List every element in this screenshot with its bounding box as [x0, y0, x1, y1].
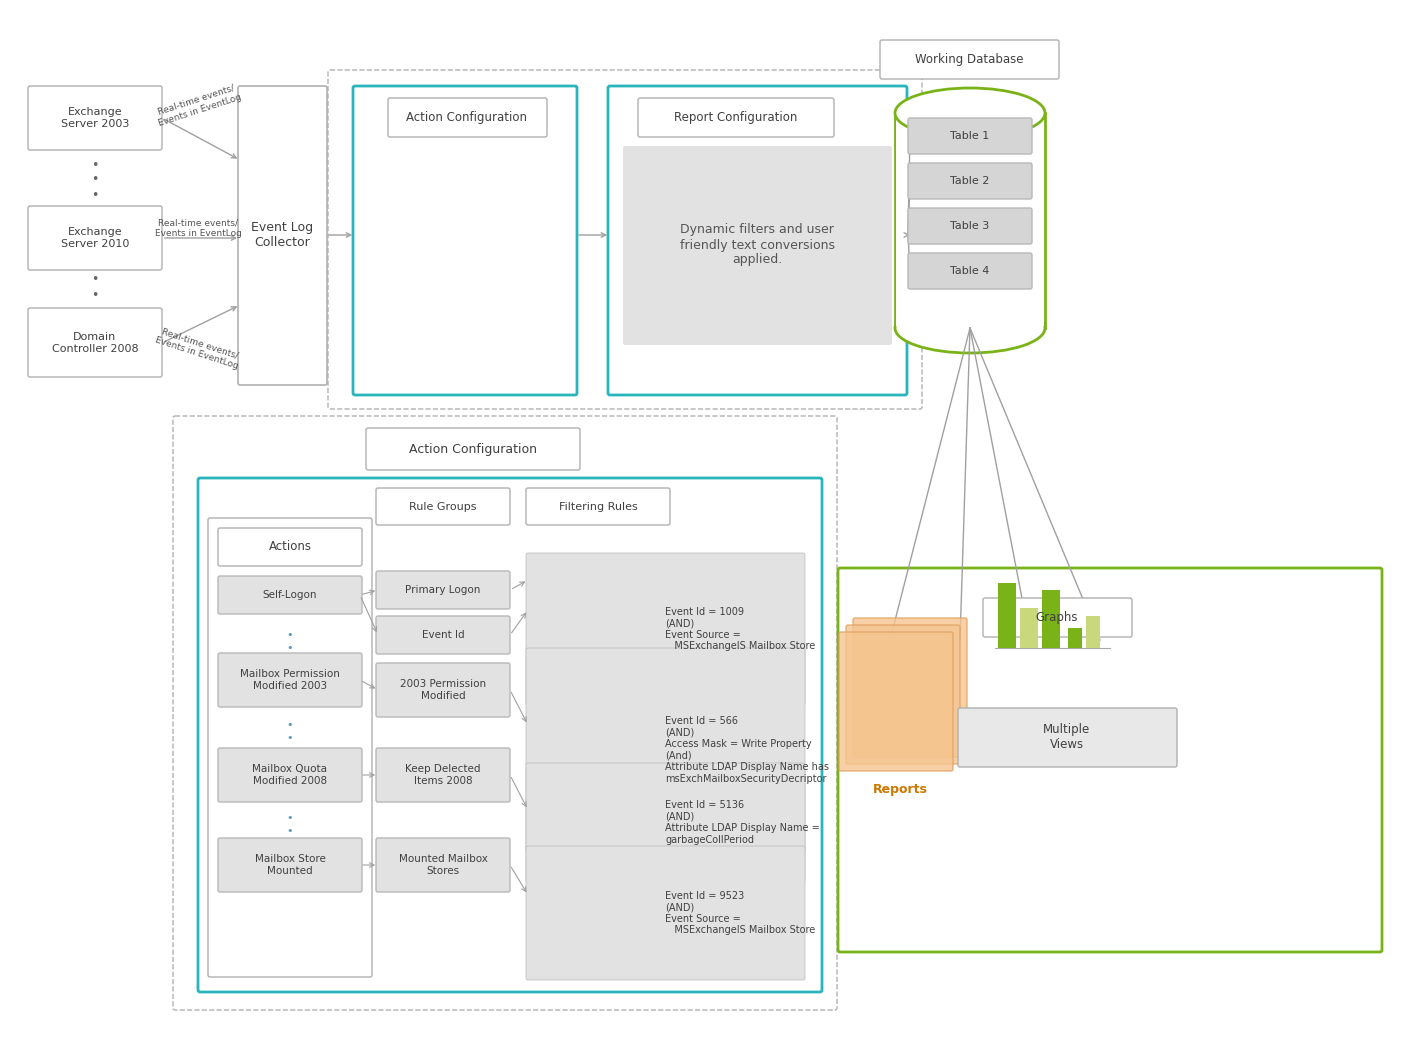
Text: Mailbox Quota
Modified 2008: Mailbox Quota Modified 2008	[252, 764, 327, 786]
FancyBboxPatch shape	[388, 98, 547, 137]
FancyBboxPatch shape	[376, 838, 510, 892]
Text: •: •	[286, 826, 293, 836]
Text: Multiple
Views: Multiple Views	[1043, 723, 1090, 751]
Bar	[1086, 616, 1100, 648]
Text: 2003 Permission
Modified: 2003 Permission Modified	[400, 679, 486, 701]
Text: Mailbox Permission
Modified 2003: Mailbox Permission Modified 2003	[240, 669, 340, 691]
Text: •: •	[286, 733, 293, 743]
FancyBboxPatch shape	[526, 648, 805, 852]
FancyBboxPatch shape	[367, 428, 580, 470]
Text: •: •	[92, 273, 99, 287]
Text: •: •	[286, 813, 293, 823]
FancyBboxPatch shape	[880, 40, 1059, 79]
Text: Real-time events/
Events in EventLog: Real-time events/ Events in EventLog	[155, 219, 241, 238]
FancyBboxPatch shape	[219, 748, 362, 802]
Text: Exchange
Server 2010: Exchange Server 2010	[61, 227, 130, 249]
FancyBboxPatch shape	[637, 98, 833, 137]
Text: •: •	[92, 159, 99, 171]
Text: Working Database: Working Database	[915, 54, 1024, 66]
Ellipse shape	[895, 88, 1045, 138]
Text: Event Id: Event Id	[422, 630, 464, 640]
Text: Event Log
Collector: Event Log Collector	[251, 221, 313, 249]
FancyBboxPatch shape	[838, 568, 1382, 952]
Text: Table 1: Table 1	[950, 131, 990, 141]
Text: Actions: Actions	[268, 540, 312, 554]
FancyBboxPatch shape	[219, 576, 362, 614]
Bar	[895, 114, 1045, 328]
Text: Action Configuration: Action Configuration	[409, 442, 537, 455]
Text: Table 2: Table 2	[950, 176, 990, 186]
Ellipse shape	[895, 303, 1045, 353]
FancyBboxPatch shape	[173, 416, 838, 1010]
FancyBboxPatch shape	[376, 571, 510, 609]
Text: Report Configuration: Report Configuration	[674, 110, 798, 124]
FancyBboxPatch shape	[352, 86, 577, 395]
Text: •: •	[286, 630, 293, 640]
Bar	[1042, 590, 1060, 648]
FancyBboxPatch shape	[219, 653, 362, 707]
FancyBboxPatch shape	[376, 488, 510, 526]
FancyBboxPatch shape	[197, 478, 822, 992]
Text: Event Id = 5136
(AND)
Attribute LDAP Display Name =
garbageCollPeriod: Event Id = 5136 (AND) Attribute LDAP Dis…	[666, 800, 819, 845]
FancyBboxPatch shape	[526, 763, 805, 882]
Text: •: •	[286, 720, 293, 730]
Text: Event Id = 1009
(AND)
Event Source =
   MSExchangeIS Mailbox Store: Event Id = 1009 (AND) Event Source = MSE…	[666, 606, 815, 652]
Text: Real-time events/
Events in EventLog: Real-time events/ Events in EventLog	[154, 82, 243, 127]
FancyBboxPatch shape	[908, 118, 1032, 154]
Text: Keep Delected
Items 2008: Keep Delected Items 2008	[405, 764, 481, 786]
Bar	[895, 114, 1043, 326]
FancyBboxPatch shape	[526, 488, 670, 526]
FancyBboxPatch shape	[329, 70, 922, 409]
FancyBboxPatch shape	[376, 748, 510, 802]
FancyBboxPatch shape	[526, 846, 805, 980]
FancyBboxPatch shape	[219, 528, 362, 566]
FancyBboxPatch shape	[526, 553, 805, 705]
Text: Mailbox Store
Mounted: Mailbox Store Mounted	[255, 854, 326, 875]
FancyBboxPatch shape	[908, 253, 1032, 289]
Text: Rule Groups: Rule Groups	[409, 502, 477, 512]
FancyBboxPatch shape	[376, 663, 510, 717]
Text: Self-Logon: Self-Logon	[262, 590, 317, 600]
Text: Real-time events/
Events in EventLog: Real-time events/ Events in EventLog	[154, 326, 243, 371]
Bar	[998, 583, 1017, 648]
FancyBboxPatch shape	[238, 86, 327, 385]
Text: Primary Logon: Primary Logon	[405, 585, 481, 595]
Text: Filtering Rules: Filtering Rules	[558, 502, 637, 512]
Text: Graphs: Graphs	[1036, 611, 1079, 623]
Text: Table 3: Table 3	[950, 221, 990, 231]
FancyBboxPatch shape	[608, 86, 907, 395]
FancyBboxPatch shape	[908, 208, 1032, 244]
Text: •: •	[92, 173, 99, 186]
FancyBboxPatch shape	[853, 618, 967, 757]
Text: Exchange
Server 2003: Exchange Server 2003	[61, 107, 130, 129]
FancyBboxPatch shape	[846, 625, 960, 764]
FancyBboxPatch shape	[219, 838, 362, 892]
Text: •: •	[92, 289, 99, 302]
Bar	[1067, 628, 1081, 648]
FancyBboxPatch shape	[376, 616, 510, 654]
Text: •: •	[92, 188, 99, 202]
FancyBboxPatch shape	[839, 632, 953, 771]
Text: Mounted Mailbox
Stores: Mounted Mailbox Stores	[399, 854, 488, 875]
FancyBboxPatch shape	[28, 206, 162, 270]
Text: Event Id = 566
(AND)
Access Mask = Write Property
(And)
Attribute LDAP Display N: Event Id = 566 (AND) Access Mask = Write…	[666, 716, 829, 784]
Text: Table 4: Table 4	[950, 266, 990, 276]
FancyBboxPatch shape	[28, 308, 162, 377]
FancyBboxPatch shape	[209, 518, 372, 977]
FancyBboxPatch shape	[983, 598, 1132, 637]
FancyBboxPatch shape	[28, 86, 162, 150]
Text: Action Configuration: Action Configuration	[406, 110, 527, 124]
Text: Dynamic filters and user
friendly text conversions
applied.: Dynamic filters and user friendly text c…	[680, 224, 835, 267]
FancyBboxPatch shape	[957, 708, 1177, 767]
FancyBboxPatch shape	[908, 163, 1032, 199]
Text: •: •	[286, 643, 293, 653]
Text: Event Id = 9523
(AND)
Event Source =
   MSExchangeIS Mailbox Store: Event Id = 9523 (AND) Event Source = MSE…	[666, 890, 815, 935]
FancyBboxPatch shape	[623, 146, 893, 345]
Text: Domain
Controller 2008: Domain Controller 2008	[52, 332, 138, 354]
Text: Reports: Reports	[873, 783, 928, 797]
Bar	[1019, 607, 1038, 648]
